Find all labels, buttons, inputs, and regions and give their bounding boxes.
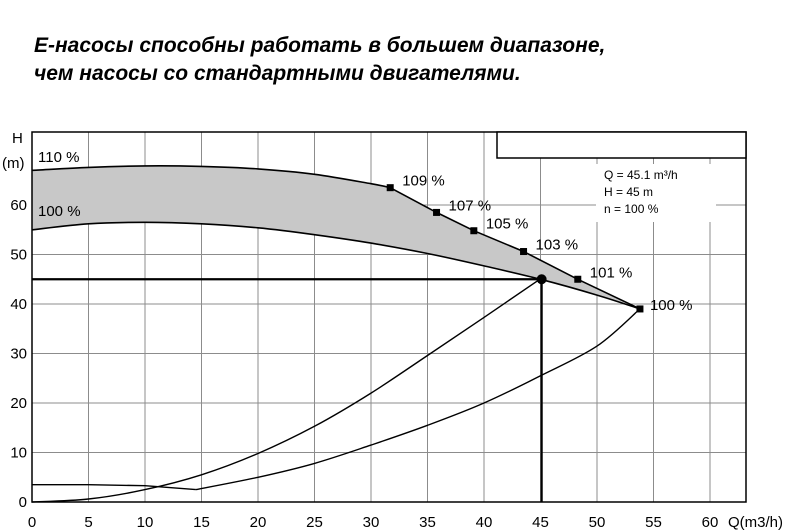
x-tick-label: 20 xyxy=(250,514,267,531)
duty-point xyxy=(536,274,547,285)
speed-marker xyxy=(433,208,441,216)
curves xyxy=(31,165,641,503)
x-tick-label: 55 xyxy=(645,514,662,531)
x-tick-label: 45 xyxy=(532,514,549,531)
markers: 109 %107 % 105 % 103 % 101 % 100 % 110 % 100 % xyxy=(38,149,692,314)
y-tick-label: 40 xyxy=(10,296,27,313)
duty-guides xyxy=(32,274,547,502)
speed-marker-label: 109 % xyxy=(402,173,445,190)
x-tick-label: 40 xyxy=(476,514,493,531)
y-tick-label: 30 xyxy=(10,346,27,363)
y-axis-label-h: H xyxy=(12,130,23,147)
x-tick-label: 0 xyxy=(28,514,36,531)
curve-110-label: 110 % xyxy=(38,149,79,166)
curve-upper-limit xyxy=(389,186,641,310)
speed-marker-label: 103 % xyxy=(536,237,579,254)
speed-marker xyxy=(636,305,644,313)
x-tick-label: 60 xyxy=(702,514,719,531)
speed-marker xyxy=(386,184,394,192)
y-tick-label: 50 xyxy=(10,247,27,264)
y-tick-label: 0 xyxy=(19,494,27,511)
x-axis-label: Q(m3/h) xyxy=(728,514,783,531)
x-tick-label: 50 xyxy=(589,514,606,531)
system-curve-2-start xyxy=(32,484,196,491)
speed-marker xyxy=(574,275,582,283)
speed-marker-label: 105 % xyxy=(486,216,529,233)
system-curve-1 xyxy=(31,278,541,503)
info-box-bg xyxy=(596,164,716,222)
x-tick-label: 35 xyxy=(419,514,436,531)
x-tick-label: 15 xyxy=(193,514,210,531)
x-tick-label: 5 xyxy=(84,514,92,531)
top-right-box xyxy=(496,131,747,159)
x-tick-label: 30 xyxy=(363,514,380,531)
plot-frame xyxy=(31,131,747,503)
x-tick-label: 10 xyxy=(137,514,154,531)
y-axis-label-unit: (m) xyxy=(2,155,25,172)
heading-line-1: E-насосы способны работать в большем диа… xyxy=(34,34,606,57)
speed-marker xyxy=(520,248,528,256)
y-tick-label: 20 xyxy=(10,395,27,412)
system-curve-2 xyxy=(195,308,641,491)
y-tick-label: 10 xyxy=(10,445,27,462)
speed-marker xyxy=(470,227,478,235)
heading-line-2: чем насосы со стандартными двигателями. xyxy=(34,62,521,85)
speed-marker-label: 100 % xyxy=(650,297,693,314)
info-h: H = 45 m xyxy=(604,185,653,199)
chart-heading: E-насосы способны работать в большем диа… xyxy=(34,32,794,88)
info-n: n = 100 % xyxy=(604,202,659,216)
y-tick-label: 60 xyxy=(10,197,27,214)
curve-100-label: 100 % xyxy=(38,203,81,220)
speed-marker-label: 107 % xyxy=(449,197,492,214)
tick-labels: 0 5 10 15 20 25 30 35 40 45 50 55 60 0 10 20 30 40 50 60 xyxy=(10,197,718,531)
speed-marker-label: 101 % xyxy=(590,264,633,281)
x-tick-label: 25 xyxy=(306,514,323,531)
curve-110 xyxy=(31,165,391,189)
info-q: Q = 45.1 m³/h xyxy=(604,168,678,182)
